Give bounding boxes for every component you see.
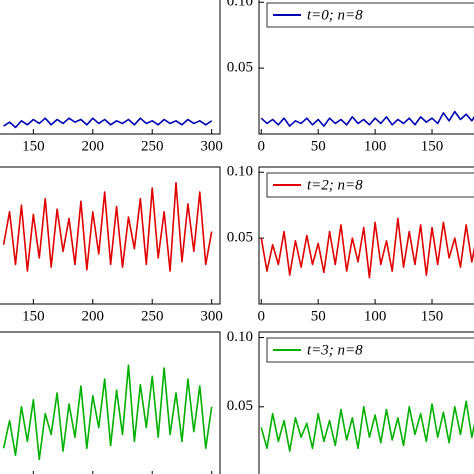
y-tick-label: 0.10 [227, 329, 253, 345]
x-tick-label: 0 [258, 308, 266, 324]
x-tick-label: 200 [82, 138, 105, 154]
plot-frame [258, 331, 474, 474]
x-tick-label: 200 [82, 308, 105, 324]
x-tick-label: 300 [200, 308, 223, 324]
plot-frame [258, 0, 474, 135]
panel: 0501001502000.050.10t=2; n=8 [227, 164, 474, 324]
y-tick-label: 0.05 [227, 60, 253, 76]
x-tick-label: 100 [364, 138, 387, 154]
data-line [260, 110, 474, 127]
x-tick-label: 150 [421, 308, 444, 324]
x-tick-label: 250 [141, 138, 164, 154]
x-tick-label: 100 [364, 308, 387, 324]
data-line [2, 364, 213, 461]
y-tick-label: 0.05 [227, 230, 253, 246]
legend-box [266, 337, 474, 363]
x-tick-label: 50 [311, 138, 326, 154]
x-tick-label: 250 [141, 308, 164, 324]
data-line [2, 182, 213, 272]
legend-label: t=2; n=8 [307, 177, 363, 193]
x-tick-label: 150 [421, 138, 444, 154]
plot-frame [0, 166, 221, 305]
x-tick-label: 150 [22, 308, 45, 324]
y-tick-label: 0.10 [227, 0, 253, 10]
data-line [3, 117, 213, 129]
legend-label: t=0; n=8 [307, 7, 363, 23]
x-tick-label: 150 [22, 138, 45, 154]
y-tick-label: 0.10 [227, 164, 253, 180]
x-tick-label: 300 [200, 138, 223, 154]
panel: 150 200 250 300 [0, 166, 223, 324]
plot-frame [258, 166, 474, 305]
plot-frame [0, 0, 221, 135]
legend-label: t=3; n=8 [307, 342, 363, 358]
x-tick-label: 50 [311, 308, 326, 324]
panel: 0501001502000.050.10t=0; n=8 [227, 0, 474, 154]
panel: 0.05 0.10 t=3; n=8 [227, 329, 474, 474]
legend-box [266, 172, 474, 198]
panel: 150 200 250 300 [0, 0, 223, 154]
data-line [260, 400, 474, 452]
x-tick-label: 0 [258, 138, 266, 154]
plot-frame [0, 331, 221, 474]
legend-box [266, 2, 474, 28]
data-line [260, 217, 474, 279]
y-tick-label: 0.05 [227, 398, 253, 414]
